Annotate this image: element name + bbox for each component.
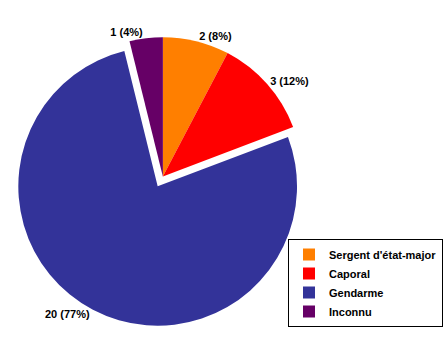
- svg-text:Gendarme: Gendarme: [329, 287, 383, 299]
- svg-text:3 (12%): 3 (12%): [270, 75, 309, 87]
- svg-text:Inconnu: Inconnu: [329, 306, 372, 318]
- svg-text:Caporal: Caporal: [329, 268, 370, 280]
- svg-text:1 (4%): 1 (4%): [110, 26, 143, 38]
- svg-text:2 (8%): 2 (8%): [199, 30, 232, 42]
- svg-text:Sergent d'état-major: Sergent d'état-major: [329, 249, 436, 261]
- svg-text:20 (77%): 20 (77%): [45, 308, 90, 320]
